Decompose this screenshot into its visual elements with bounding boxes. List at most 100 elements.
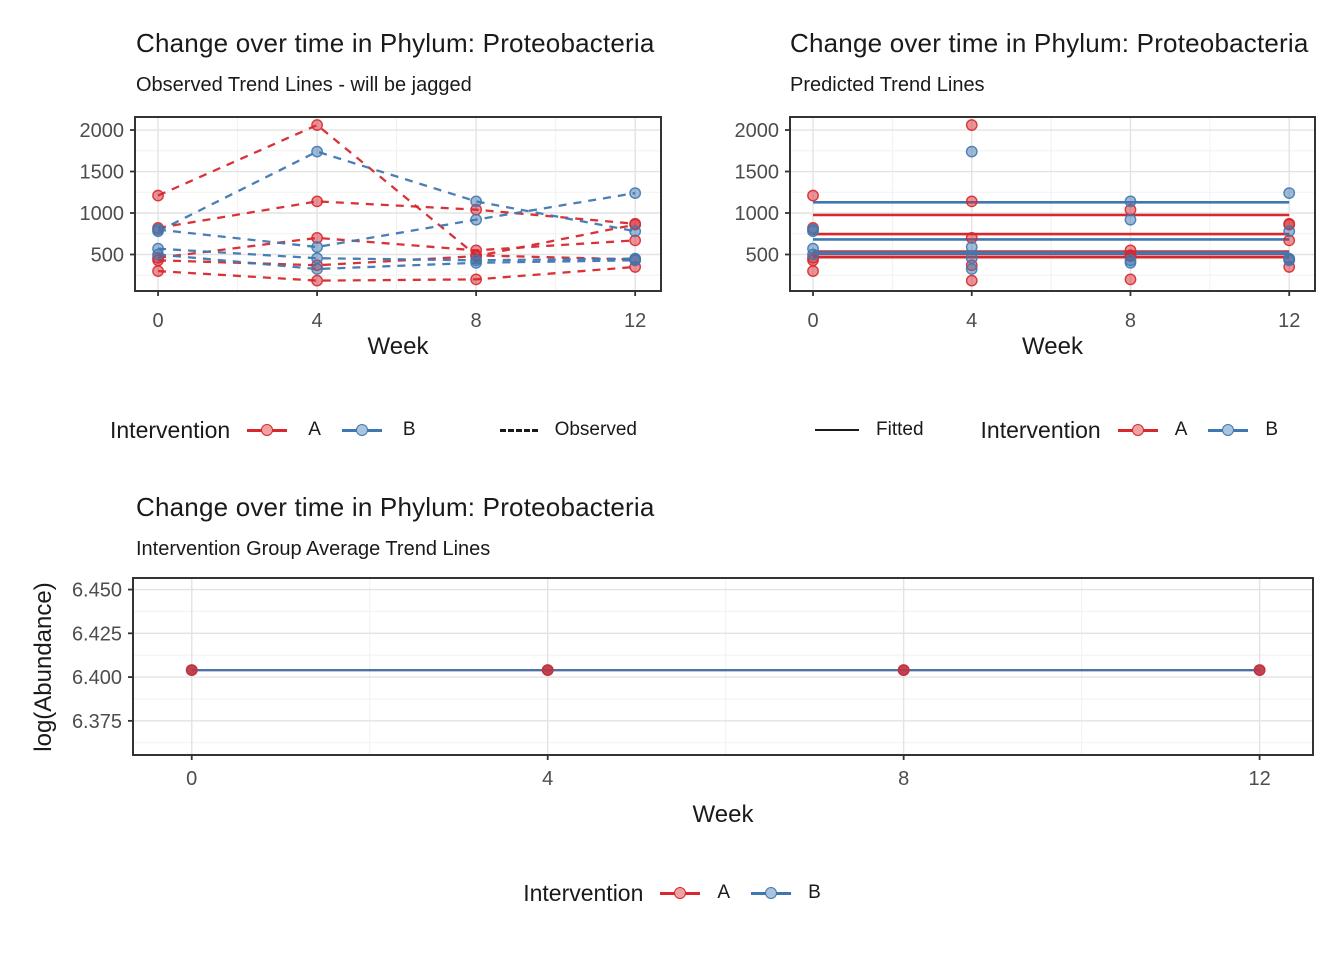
data-point-b <box>311 263 323 275</box>
data-point-a <box>1253 664 1266 676</box>
data-point-b <box>311 241 323 253</box>
data-point-b <box>470 195 483 208</box>
y-axis-label: log(Abundance) <box>30 582 57 752</box>
predicted-chart-panel: 0 4 8 12 500 1000 1500 2000 Week Change over tim… <box>672 0 1344 465</box>
trend-line-b-subject-1 <box>157 150 636 233</box>
x-tick-label: 8 <box>1125 310 1136 332</box>
x-tick-label: 4 <box>966 310 977 332</box>
panel-background <box>790 117 1315 291</box>
data-point-b <box>965 241 978 253</box>
x-tick-label: 0 <box>186 768 197 790</box>
data-point-a <box>311 274 323 287</box>
data-point-a <box>965 274 978 287</box>
x-tick-label: 12 <box>1278 310 1300 332</box>
legend-predicted: Fitted Intervention A B <box>672 410 1344 450</box>
legend-key-a-icon <box>1117 417 1158 443</box>
data-point-a <box>311 195 323 208</box>
y-tick-label: 6.425 <box>72 623 122 645</box>
legend-item-a: A <box>1174 419 1188 440</box>
y-tick-label: 1000 <box>735 203 780 225</box>
x-tick-label: 4 <box>312 310 323 332</box>
legend-title: Intervention <box>523 879 644 906</box>
data-point-a <box>965 119 978 131</box>
data-point-a <box>152 189 164 202</box>
y-tick-label: 500 <box>91 244 124 266</box>
trend-line-a-subject-5 <box>157 265 636 282</box>
legend-observed: Intervention A B Observed <box>0 410 672 450</box>
page-title: Change over time in Phylum: Proteobacter… <box>790 28 1309 58</box>
data-point-a <box>965 195 978 208</box>
data-point-b <box>470 213 483 226</box>
data-point-a <box>152 265 164 277</box>
legend-item-observed: Observed <box>554 419 637 440</box>
data-point-b <box>807 223 819 236</box>
data-point-b <box>1283 187 1296 199</box>
trend-line-b-subject-4 <box>157 253 636 271</box>
legend-title: Intervention <box>980 416 1101 443</box>
x-tick-label: 12 <box>1248 768 1270 790</box>
plot-subtitle: Predicted Trend Lines <box>790 74 985 96</box>
data-point-b <box>629 225 642 238</box>
data-point-b <box>807 248 819 261</box>
legend-average: Intervention A B <box>0 873 1344 913</box>
panel-border <box>789 116 1316 292</box>
legend-item-fitted: Fitted <box>876 419 924 440</box>
plot-subtitle: Intervention Group Average Trend Lines <box>136 538 491 560</box>
legend-key-b-icon <box>341 417 382 443</box>
data-point-a <box>541 664 554 676</box>
data-point-a <box>897 664 910 676</box>
panel-border <box>134 116 662 292</box>
data-point-a <box>311 119 323 131</box>
x-tick-label: 4 <box>542 768 553 790</box>
data-point-b <box>629 254 642 267</box>
data-point-a <box>185 664 198 676</box>
data-point-b <box>1124 195 1137 208</box>
x-axis-label: Week <box>1022 333 1084 360</box>
observed-chart-panel: 0 4 8 12 500 1000 1500 2000 Week Change over tim… <box>0 0 672 465</box>
y-tick-label: 1500 <box>80 162 125 184</box>
legend-key-a-icon <box>660 880 701 906</box>
y-tick-label: 1500 <box>735 162 780 184</box>
y-tick-label: 6.375 <box>72 711 122 733</box>
y-tick-label: 1000 <box>80 203 125 225</box>
y-tick-label: 6.400 <box>72 667 122 689</box>
data-point-b <box>1283 225 1296 238</box>
y-tick-label: 6.450 <box>72 580 122 602</box>
legend-key-b-icon <box>751 880 792 906</box>
data-point-b <box>965 263 978 275</box>
legend-item-b: B <box>808 882 821 903</box>
data-point-b <box>152 223 164 236</box>
data-point-b <box>629 187 642 199</box>
data-point-a <box>470 273 483 286</box>
data-point-b <box>311 252 323 265</box>
panel-background <box>133 578 1313 755</box>
legend-key-b-icon <box>1208 417 1249 443</box>
x-tick-label: 0 <box>152 310 163 332</box>
legend-item-a: A <box>308 419 321 440</box>
page-title: Change over time in Phylum: Proteobacter… <box>136 492 655 522</box>
data-point-b <box>965 145 978 158</box>
data-point-b <box>1283 254 1296 267</box>
trend-line-b-subject-3 <box>157 247 636 262</box>
average-chart-panel: 0 4 8 12 6.375 6.400 6.425 6.450 Week Change ove… <box>0 480 1344 960</box>
trend-line-a-subject-1 <box>157 123 636 261</box>
legend-key-fitted-line-icon <box>815 417 859 443</box>
data-point-a <box>1124 273 1137 286</box>
legend-key-observed-dashed-line-icon <box>499 417 538 443</box>
legend-key-a-icon <box>247 417 288 443</box>
x-tick-label: 8 <box>471 310 482 332</box>
x-tick-label: 0 <box>807 310 818 332</box>
y-tick-label: 2000 <box>735 120 780 142</box>
x-tick-label: 12 <box>624 310 646 332</box>
data-point-a <box>807 189 819 202</box>
y-tick-label: 500 <box>746 244 779 266</box>
trend-line-a-subject-3 <box>157 236 636 259</box>
data-point-b <box>470 256 483 269</box>
x-axis-label: Week <box>368 333 430 360</box>
predicted-plot-canvas: 0 4 8 12 500 1000 1500 2000 Week <box>735 116 1316 360</box>
observed-plot-canvas: 0 4 8 12 500 1000 1500 2000 Week <box>80 116 662 360</box>
x-axis-label: Week <box>693 801 755 828</box>
data-point-b <box>152 248 164 261</box>
trend-line-b-subject-2 <box>157 191 636 249</box>
